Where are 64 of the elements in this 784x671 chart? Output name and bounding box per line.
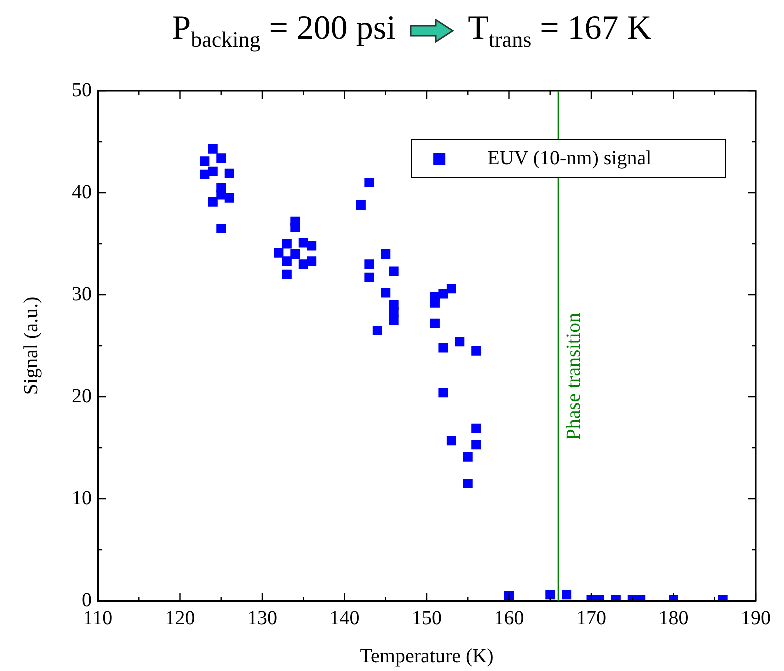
x-tick-label: 150 [412, 607, 442, 630]
x-tick-label: 180 [658, 607, 689, 630]
point [356, 200, 366, 210]
point [472, 424, 482, 434]
ref-line-label: Phase transition [562, 312, 585, 440]
y-tick-label: 50 [72, 79, 92, 102]
point [446, 284, 456, 294]
point [438, 289, 448, 299]
point [208, 166, 218, 176]
point [364, 272, 374, 282]
point [446, 436, 456, 446]
point [372, 326, 382, 336]
point [216, 190, 226, 200]
point [381, 288, 391, 298]
x-tick-label: 190 [741, 607, 771, 630]
point [208, 144, 218, 154]
point [455, 337, 465, 347]
point [224, 168, 234, 178]
x-tick-label: 160 [494, 607, 524, 630]
point [463, 452, 473, 462]
point [438, 343, 448, 353]
point [290, 222, 300, 232]
point [307, 241, 317, 251]
chart-title: P$_{backing}$ = 200 psi [172, 10, 396, 52]
x-tick-label: 170 [576, 607, 606, 630]
point [472, 346, 482, 356]
x-tick-label: 120 [165, 607, 196, 630]
point [472, 440, 482, 450]
point [216, 224, 226, 234]
point [274, 248, 284, 258]
point [307, 256, 317, 266]
point [298, 238, 308, 248]
point [364, 260, 374, 270]
point [562, 590, 572, 600]
point [224, 193, 234, 203]
x-tick-label: 130 [248, 607, 278, 630]
point [282, 270, 292, 280]
legend-label: EUV (10-nm) signal [488, 147, 652, 170]
point [438, 388, 448, 398]
y-tick-label: 20 [72, 385, 92, 408]
point [546, 590, 556, 600]
point [200, 156, 210, 166]
point [389, 316, 399, 326]
point [364, 178, 374, 188]
point [430, 298, 440, 308]
y-tick-label: 40 [72, 181, 92, 204]
point [430, 318, 440, 328]
x-tick-label: 140 [330, 607, 360, 630]
point [208, 197, 218, 207]
point [298, 260, 308, 270]
y-axis-title: Signal (a.u.) [20, 296, 42, 396]
point [290, 249, 300, 259]
y-tick-label: 10 [72, 487, 92, 510]
y-tick-label: 30 [72, 283, 92, 306]
x-axis-title: Temperature (K) [360, 645, 494, 668]
point [216, 154, 226, 164]
point [282, 256, 292, 266]
point [389, 266, 399, 276]
point [463, 478, 473, 488]
point [381, 249, 391, 259]
point [200, 170, 210, 180]
chart-subtitle: T$_{trans}$ = 167 K [468, 10, 652, 52]
point [389, 308, 399, 318]
point [282, 239, 292, 249]
